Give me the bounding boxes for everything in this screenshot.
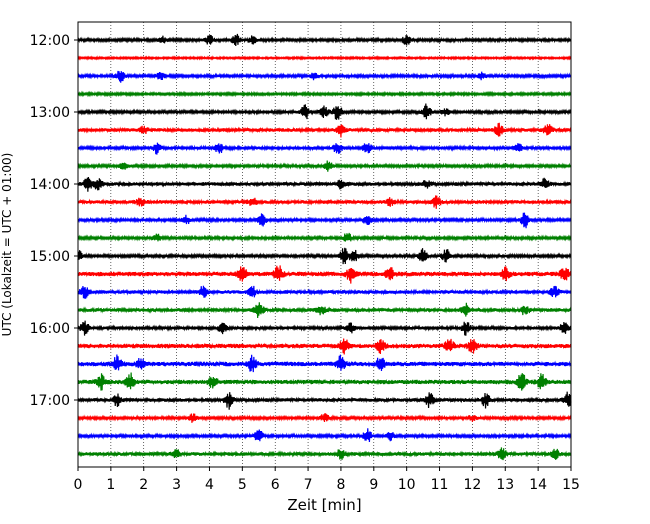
x-tick-label: 6 [271, 477, 280, 493]
seismogram-trace [77, 428, 572, 443]
y-tick-label: 13:00 [30, 105, 70, 121]
y-axis-ticks: 12:00 13:00 14:00 15:00 16:00 17:00 [30, 33, 78, 409]
y-tick-label: 17:00 [30, 393, 70, 409]
seismogram-trace [77, 372, 572, 391]
plot-area-frame [77, 21, 572, 468]
seismogram-trace [77, 412, 572, 423]
seismogram-trace [77, 232, 572, 242]
seismogram-trace [77, 391, 572, 410]
seismogram-trace [77, 103, 572, 120]
x-tick-label: 1 [106, 477, 115, 493]
x-axis-label: Zeit [min] [287, 496, 361, 514]
y-tick-label: 16:00 [30, 321, 70, 337]
x-tick-label: 13 [496, 477, 514, 493]
seismogram-trace [77, 122, 572, 138]
x-tick-label: 5 [238, 477, 247, 493]
seismogram-trace [77, 302, 572, 319]
y-tick-label: 12:00 [30, 33, 70, 49]
seismogram-trace [77, 247, 572, 265]
seismogram-trace [77, 160, 572, 172]
x-tick-label: 0 [74, 477, 83, 493]
seismogram-trace [77, 338, 572, 355]
seismogram-trace [77, 447, 572, 461]
x-tick-label: 4 [205, 477, 214, 493]
x-tick-label: 14 [529, 477, 547, 493]
x-tick-label: 8 [336, 477, 345, 493]
seismogram-trace [77, 320, 572, 336]
y-tick-label: 15:00 [30, 249, 70, 265]
x-tick-label: 12 [463, 477, 481, 493]
x-tick-label: 7 [304, 477, 313, 493]
y-tick-label: 14:00 [30, 177, 70, 193]
seismogram-traces [77, 33, 572, 461]
x-tick-label: 2 [139, 477, 148, 493]
seismogram-trace [77, 70, 572, 83]
seismogram-trace [77, 265, 572, 284]
y-axis-label: UTC (Lokalzeit = UTC + 01:00) [0, 153, 14, 337]
x-axis-ticks: 0 1 2 3 4 5 6 7 8 9 10 11 12 13 14 15 [74, 467, 580, 493]
seismogram-trace [77, 195, 572, 209]
x-tick-label: 10 [398, 477, 416, 493]
x-tick-label: 3 [172, 477, 181, 493]
seismogram-trace [77, 285, 572, 299]
seismogram-trace [77, 142, 572, 155]
seismogram-trace [77, 354, 572, 373]
x-tick-label: 9 [369, 477, 378, 493]
seismogram-trace [77, 90, 572, 98]
seismogram-trace [77, 176, 572, 192]
grid-lines [110, 22, 539, 467]
x-tick-label: 15 [562, 477, 580, 493]
seismogram-trace [77, 33, 572, 47]
seismogram-trace [77, 55, 572, 61]
x-tick-label: 11 [431, 477, 449, 493]
seismogram-trace [77, 212, 572, 229]
